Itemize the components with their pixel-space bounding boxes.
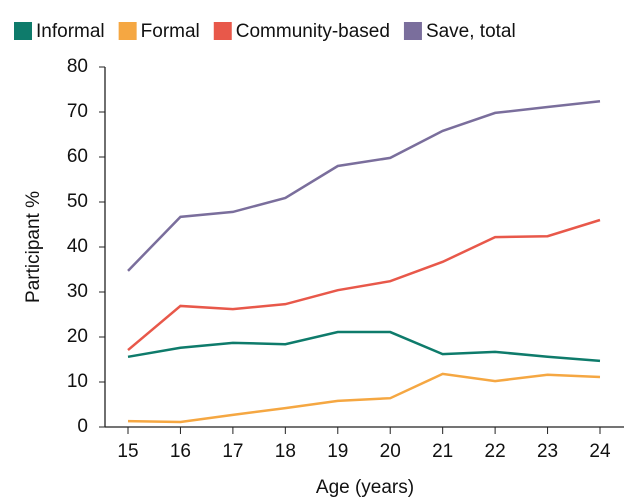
series-line xyxy=(127,99,601,272)
legend-label: Save, total xyxy=(426,21,516,42)
y-tick-label: 50 xyxy=(67,191,88,212)
legend-label: Formal xyxy=(141,21,200,42)
x-tick-label: 17 xyxy=(222,441,243,462)
x-axis-label: Age (years) xyxy=(316,477,414,498)
series-line xyxy=(127,330,601,363)
x-tick-label: 23 xyxy=(537,441,558,462)
x-tick-label: 21 xyxy=(432,441,453,462)
legend-swatch xyxy=(14,22,32,40)
legend-label: Community-based xyxy=(236,21,390,42)
x-tick-label: 24 xyxy=(589,441,611,462)
legend-label: Informal xyxy=(36,21,105,42)
y-tick-label: 30 xyxy=(67,281,88,302)
x-tick-label: 19 xyxy=(327,441,348,462)
x-tick-label: 22 xyxy=(485,441,506,462)
y-tick-label: 10 xyxy=(67,371,88,392)
y-tick-label: 40 xyxy=(67,236,88,257)
y-tick-label: 60 xyxy=(67,146,88,167)
y-tick-label: 20 xyxy=(67,326,88,347)
y-axis-label: Participant % xyxy=(23,191,44,303)
y-tick-label: 70 xyxy=(67,101,88,122)
x-tick-label: 18 xyxy=(275,441,296,462)
legend-swatch xyxy=(403,22,422,40)
y-tick-label: 80 xyxy=(67,56,88,77)
legend-swatch xyxy=(118,22,137,40)
series-line xyxy=(127,372,601,424)
y-tick-label: 0 xyxy=(77,416,88,437)
legend-swatch xyxy=(213,22,232,40)
series-line xyxy=(127,218,601,352)
x-tick-label: 16 xyxy=(170,441,191,462)
x-tick-label: 15 xyxy=(117,441,138,462)
x-tick-label: 20 xyxy=(380,441,401,462)
